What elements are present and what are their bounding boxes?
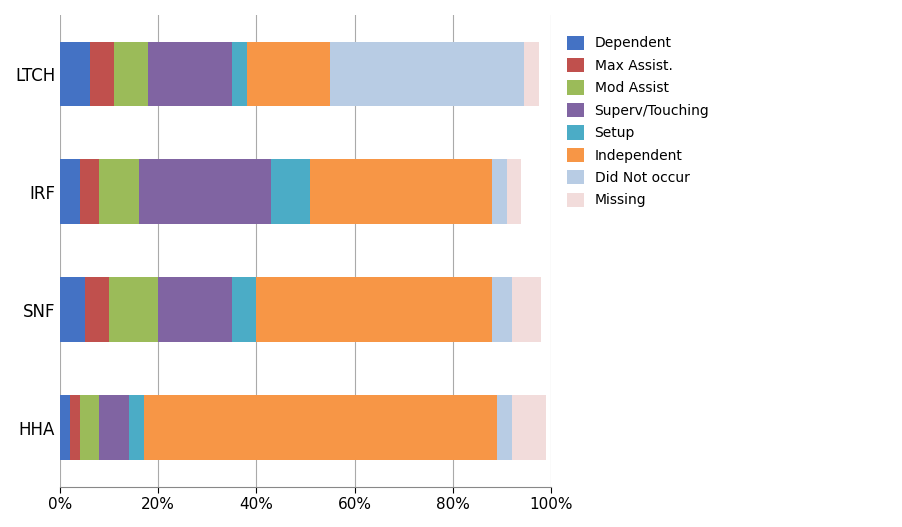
Bar: [85, 277, 109, 342]
Bar: [511, 277, 541, 342]
Bar: [79, 395, 99, 460]
Bar: [114, 42, 149, 106]
Bar: [272, 160, 310, 225]
Bar: [99, 160, 139, 225]
Bar: [507, 160, 521, 225]
Bar: [109, 277, 158, 342]
Bar: [497, 395, 511, 460]
Bar: [524, 42, 538, 106]
Legend: Dependent, Max Assist., Mod Assist, Superv/Touching, Setup, Independent, Did Not: Dependent, Max Assist., Mod Assist, Supe…: [563, 32, 713, 212]
Bar: [246, 42, 330, 106]
Bar: [139, 160, 272, 225]
Bar: [330, 42, 524, 106]
Bar: [143, 395, 497, 460]
Bar: [89, 42, 114, 106]
Bar: [232, 277, 256, 342]
Bar: [129, 395, 143, 460]
Bar: [60, 42, 89, 106]
Bar: [70, 395, 79, 460]
Bar: [99, 395, 129, 460]
Bar: [492, 277, 511, 342]
Bar: [158, 277, 232, 342]
Bar: [60, 277, 85, 342]
Bar: [60, 395, 70, 460]
Bar: [511, 395, 546, 460]
Bar: [256, 277, 492, 342]
Bar: [60, 160, 79, 225]
Bar: [79, 160, 99, 225]
Bar: [232, 42, 246, 106]
Bar: [492, 160, 507, 225]
Bar: [310, 160, 492, 225]
Bar: [149, 42, 232, 106]
